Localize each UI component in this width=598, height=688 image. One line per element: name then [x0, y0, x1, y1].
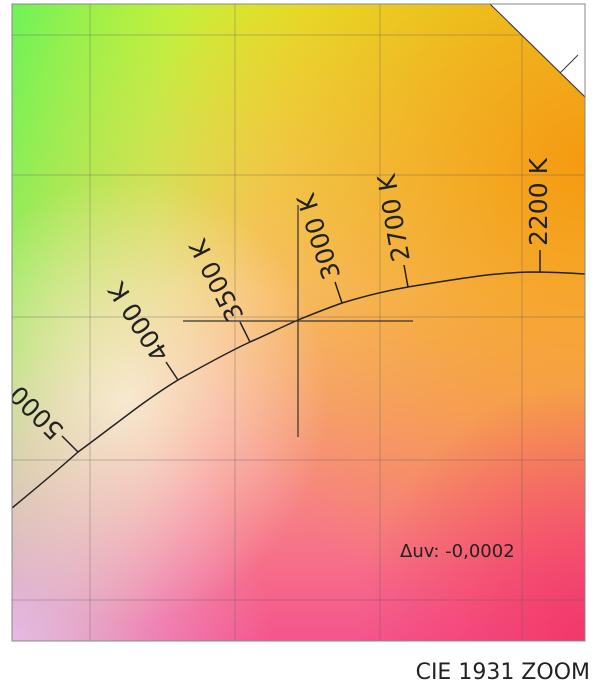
delta-uv: Δuv: -0,0002: [400, 541, 515, 562]
plot-area: 5000 K 4000 K 3500 K 3000 K 2700 K 2200 …: [12, 4, 585, 641]
crosshair: [183, 205, 413, 437]
cct-label: 2200 K: [524, 157, 553, 246]
caption: CIE 1931 ZOOM: [416, 660, 590, 685]
